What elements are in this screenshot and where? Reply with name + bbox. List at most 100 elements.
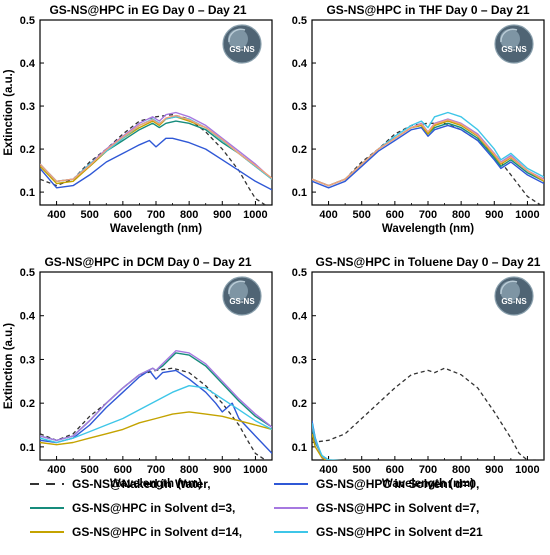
series-line-naked	[312, 367, 544, 460]
series-line-naked	[40, 367, 267, 460]
x-tick-label: 800	[180, 464, 198, 476]
x-tick-label: 800	[452, 209, 470, 221]
sphere-highlight	[500, 28, 518, 43]
legend-label: GS-NS@HPC in Solvent d=21	[316, 525, 483, 539]
x-tick-label: 500	[81, 209, 99, 221]
y-axis-label: Extinction (a.u.)	[3, 323, 15, 409]
nanoshell-icon: GS-NS	[494, 276, 534, 316]
y-tick-label: 0.2	[20, 398, 35, 410]
sphere-highlight	[500, 280, 518, 295]
nanoshell-icon: GS-NS	[222, 276, 262, 316]
series-line-d0	[40, 137, 272, 191]
badge-label: GS-NS	[229, 297, 255, 306]
x-axis-label: Wavelength (nm)	[110, 223, 202, 235]
series-group	[40, 111, 272, 205]
y-tick-label: 0.2	[292, 144, 307, 156]
y-tick-label: 0.4	[20, 58, 36, 70]
series-line-d21	[312, 111, 544, 187]
series-line-extra	[40, 114, 272, 182]
x-tick-label: 700	[419, 464, 437, 476]
chart-title: GS-NS@HPC in THF Day 0 – Day 21	[326, 3, 529, 17]
x-tick-label: 600	[386, 209, 404, 221]
chart-panel-1: GS-NS@HPC in EG Day 0 – Day 21 0.1 0.2 0.3 0…	[3, 3, 273, 235]
series-line-d14	[312, 433, 328, 460]
y-tick-label: 0.1	[20, 442, 35, 454]
series-line-naked	[312, 122, 542, 205]
legend-item-naked: GS-NS@Naked in Water,	[30, 477, 211, 491]
series-line-d7	[312, 118, 544, 187]
y-tick-label: 0.1	[292, 442, 307, 454]
x-tick-label: 800	[452, 464, 470, 476]
nanoshell-icon: GS-NS	[222, 24, 262, 64]
legend-label: GS-NS@HPC in Solvent d=3,	[72, 501, 235, 515]
y-tick-label: 0.4	[20, 311, 36, 323]
chart-panel-4: GS-NS@HPC in Toluene Day 0 – Day 21 0.1 0.…	[292, 255, 545, 490]
x-tick-label: 900	[213, 464, 231, 476]
series-group	[312, 367, 544, 460]
legend-label: GS-NS@HPC in Solvent d=14,	[72, 525, 242, 539]
x-tick-label: 800	[180, 209, 198, 221]
chart-panel-2: GS-NS@HPC in THF Day 0 – Day 21 0.1 0.2 0.3…	[292, 3, 545, 235]
y-tick-label: 0.4	[292, 311, 308, 323]
series-line-d21	[312, 422, 343, 460]
x-tick-label: 1000	[243, 464, 267, 476]
series-line-naked	[40, 114, 267, 205]
x-tick-label: 600	[114, 209, 132, 221]
x-tick-label: 1000	[515, 209, 539, 221]
sphere-core	[228, 29, 248, 49]
chart-title: GS-NS@HPC in EG Day 0 – Day 21	[49, 3, 246, 17]
legend-item-d21: GS-NS@HPC in Solvent d=21	[274, 525, 483, 539]
x-tick-label: 700	[147, 209, 165, 221]
legend-item-d14: GS-NS@HPC in Solvent d=14,	[30, 525, 242, 539]
y-tick-label: 0.3	[20, 101, 35, 113]
legend-item-d3: GS-NS@HPC in Solvent d=3,	[30, 501, 235, 515]
y-tick-label: 0.2	[292, 398, 307, 410]
y-tick-label: 0.1	[292, 187, 307, 199]
chart-title: GS-NS@HPC in DCM Day 0 – Day 21	[44, 255, 251, 269]
sphere-highlight	[228, 280, 246, 295]
x-tick-label: 900	[485, 464, 503, 476]
chart-panel-3: GS-NS@HPC in DCM Day 0 – Day 21 0.1 0.2 0.3…	[3, 255, 273, 490]
x-axis-label: Wavelength (nm)	[110, 478, 202, 490]
x-tick-label: 400	[319, 464, 337, 476]
series-line-d0	[312, 124, 544, 189]
sphere-core	[500, 281, 520, 301]
nanoshell-icon: GS-NS	[494, 24, 534, 64]
x-tick-label: 900	[485, 209, 503, 221]
y-tick-label: 0.3	[292, 101, 307, 113]
x-tick-label: 500	[353, 209, 371, 221]
x-tick-label: 400	[319, 209, 337, 221]
x-tick-label: 400	[47, 209, 65, 221]
x-tick-label: 900	[213, 209, 231, 221]
x-tick-label: 700	[419, 209, 437, 221]
badge-label: GS-NS	[501, 297, 527, 306]
y-tick-label: 0.5	[292, 267, 307, 279]
legend: GS-NS@Naked in Water, GS-NS@HPC in Solven…	[30, 477, 483, 539]
badge-label: GS-NS	[501, 45, 527, 54]
y-tick-label: 0.2	[20, 144, 35, 156]
series-group	[312, 111, 544, 205]
legend-label: GS-NS@HPC in Solvent d=0,	[316, 477, 479, 491]
x-axis-label: Wavelength (nm)	[382, 223, 474, 235]
y-tick-label: 0.3	[292, 354, 307, 366]
x-axis-label: Wavelength (nm)	[382, 478, 474, 490]
series-line-d14	[40, 411, 272, 446]
x-tick-label: 1000	[243, 209, 267, 221]
sphere-core	[500, 29, 520, 49]
legend-label: GS-NS@HPC in Solvent d=7,	[316, 501, 479, 515]
y-tick-label: 0.3	[20, 354, 35, 366]
series-group	[40, 350, 272, 460]
sphere-highlight	[228, 28, 246, 43]
legend-item-d7: GS-NS@HPC in Solvent d=7,	[274, 501, 479, 515]
y-tick-label: 0.5	[20, 15, 35, 27]
x-tick-label: 400	[47, 464, 65, 476]
chart-title: GS-NS@HPC in Toluene Day 0 – Day 21	[316, 255, 541, 269]
y-tick-label: 0.5	[20, 267, 35, 279]
legend-item-d0: GS-NS@HPC in Solvent d=0,	[274, 477, 479, 491]
sphere-core	[228, 281, 248, 301]
badge-label: GS-NS	[229, 45, 255, 54]
series-line-d7	[40, 350, 272, 441]
x-tick-label: 700	[147, 464, 165, 476]
